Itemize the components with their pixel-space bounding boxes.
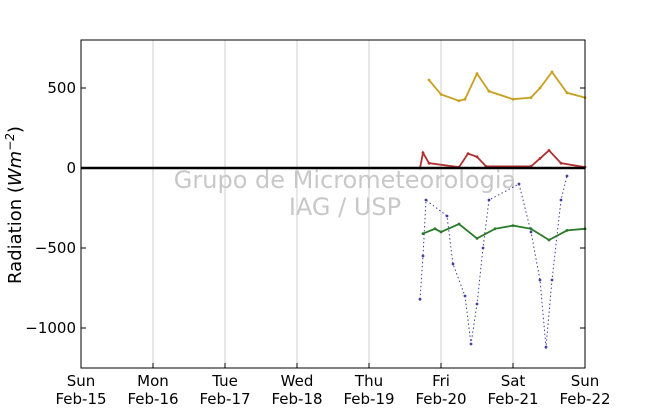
data-point-3-3 [445, 214, 449, 218]
data-point-3-13 [544, 345, 548, 349]
data-point-0-0 [427, 78, 431, 82]
data-point-2-5 [493, 227, 497, 231]
data-point-2-6 [511, 224, 515, 228]
data-point-3-1 [421, 254, 425, 258]
chart-marks [81, 70, 587, 349]
data-point-0-2 [457, 99, 461, 103]
data-point-2-8 [547, 238, 551, 242]
data-point-3-12 [538, 278, 542, 282]
data-point-1-8 [538, 157, 542, 160]
data-point-3-4 [451, 262, 455, 266]
data-point-3-0 [418, 297, 422, 301]
data-point-1-10 [559, 161, 563, 165]
data-point-2-2 [439, 230, 443, 234]
data-point-0-3 [463, 97, 467, 101]
data-point-1-9 [547, 149, 551, 152]
x-tick-label-date: Feb-18 [271, 390, 322, 408]
data-point-0-8 [538, 86, 542, 90]
x-tick-label-date: Feb-16 [127, 390, 178, 408]
data-point-1-4 [466, 152, 470, 156]
series-line-1 [419, 149, 586, 169]
x-tick-label-day: Mon [137, 372, 169, 390]
data-point-0-7 [529, 96, 533, 99]
x-tick-label-date: Feb-20 [415, 390, 466, 408]
x-tick-label-day: Sun [67, 372, 96, 390]
x-tick-label-day: Fri [432, 372, 450, 390]
y-axis-label-text: Radiation [5, 199, 26, 284]
data-point-3-14 [550, 278, 554, 282]
x-tick-label-day: Sun [571, 372, 600, 390]
data-point-1-5 [475, 155, 479, 159]
data-point-0-10 [565, 91, 569, 95]
data-point-3-11 [529, 230, 533, 234]
data-point-3-8 [481, 246, 485, 250]
data-point-0-1 [439, 93, 443, 96]
data-point-3-5 [463, 294, 467, 298]
x-tick-label-date: Feb-19 [343, 390, 394, 408]
data-point-2-4 [475, 237, 479, 240]
x-tick-label-date: Feb-17 [199, 390, 250, 408]
y-axis-label-unit: Wm [5, 151, 26, 186]
x-tick-label-day: Thu [354, 372, 383, 390]
data-point-3-10 [517, 182, 521, 186]
y-tick-label: 500 [47, 79, 76, 97]
watermark-line: Grupo de Micrometeorologia [174, 166, 516, 194]
x-tick-label-day: Wed [281, 372, 314, 390]
y-tick-label: 0 [66, 159, 76, 177]
series-line-2 [422, 222, 586, 242]
series-line-3 [419, 175, 568, 348]
y-tick-label: −1000 [25, 319, 76, 337]
data-point-1-1 [421, 151, 425, 155]
x-tick-label-date: Feb-21 [487, 390, 538, 408]
data-point-3-6 [469, 342, 473, 346]
x-tick-label-day: Sat [501, 372, 526, 390]
series-line-0 [428, 70, 586, 102]
data-point-3-16 [565, 174, 569, 178]
data-point-1-2 [427, 161, 431, 165]
x-tick-label-date: Feb-15 [55, 390, 106, 408]
x-axis-ticks: SunFeb-15MonFeb-16TueFeb-17WedFeb-18ThuF… [55, 363, 611, 408]
data-point-3-7 [475, 302, 479, 306]
data-point-3-15 [559, 198, 563, 202]
data-point-3-2 [424, 198, 428, 202]
data-point-2-3 [457, 222, 461, 226]
data-point-2-1 [433, 227, 437, 231]
watermark-line: IAG / USP [289, 193, 401, 221]
data-point-2-9 [565, 229, 569, 232]
data-point-0-9 [550, 70, 554, 74]
data-point-3-9 [487, 198, 491, 202]
data-point-0-6 [511, 97, 515, 101]
plot-frame [80, 39, 586, 369]
data-point-0-4 [475, 72, 479, 75]
data-point-0-5 [487, 89, 491, 93]
y-axis-label: Radiation (Wm−2) [3, 126, 26, 284]
x-tick-label-date: Feb-22 [559, 390, 610, 408]
y-tick-label: −500 [35, 239, 76, 257]
x-tick-label-day: Tue [211, 372, 238, 390]
y-axis-label-exponent: −2 [3, 133, 17, 151]
y-axis-ticks: 500 0 −500 −1000 [25, 79, 585, 337]
